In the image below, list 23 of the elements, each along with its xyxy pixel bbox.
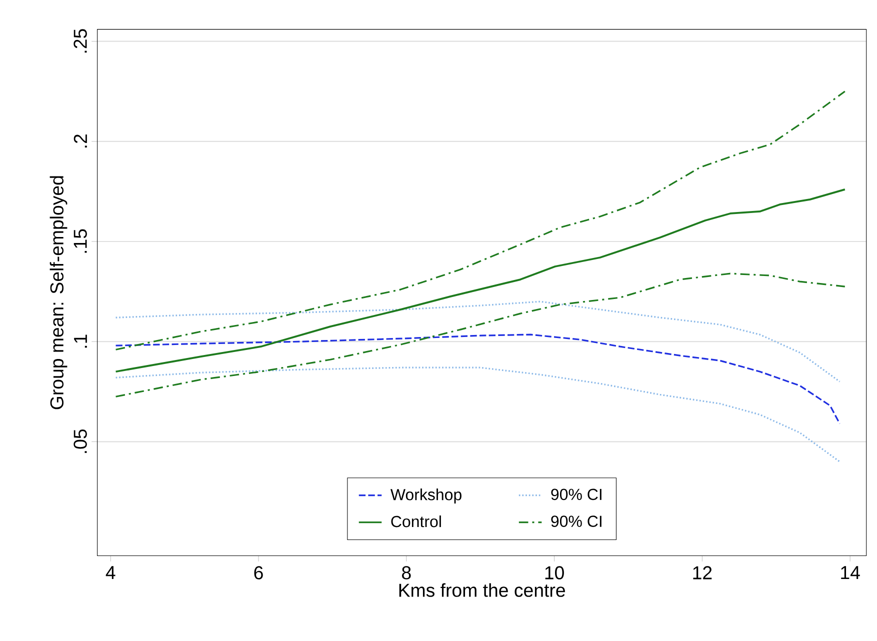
line-series (114, 366, 841, 462)
x-tick-label: 10 (545, 566, 564, 580)
line-series (114, 300, 841, 382)
y-axis-title: Group mean: Self-employed (50, 176, 68, 410)
legend-label: Control (391, 515, 441, 528)
line-series (114, 90, 846, 350)
x-tick-label: 14 (841, 566, 860, 579)
legend-label: 90% CI (551, 516, 602, 527)
y-tick-label: .1 (74, 334, 87, 348)
legend-label: 90% CI (551, 488, 602, 500)
line-series (114, 272, 846, 398)
y-tick-label: .2 (74, 134, 87, 148)
x-tick-label: 12 (693, 566, 712, 580)
x-axis-title: Kms from the centre (399, 583, 565, 597)
x-tick-label: 4 (106, 566, 116, 579)
y-tick-label: .15 (74, 229, 87, 253)
x-tick-label: 8 (402, 566, 411, 580)
legend-label: Workshop (390, 488, 462, 504)
line-series (114, 188, 846, 373)
line-series (114, 334, 841, 424)
y-tick-label: .25 (74, 29, 87, 53)
y-tick-label: .05 (74, 429, 87, 453)
x-tick-label: 6 (254, 566, 263, 580)
